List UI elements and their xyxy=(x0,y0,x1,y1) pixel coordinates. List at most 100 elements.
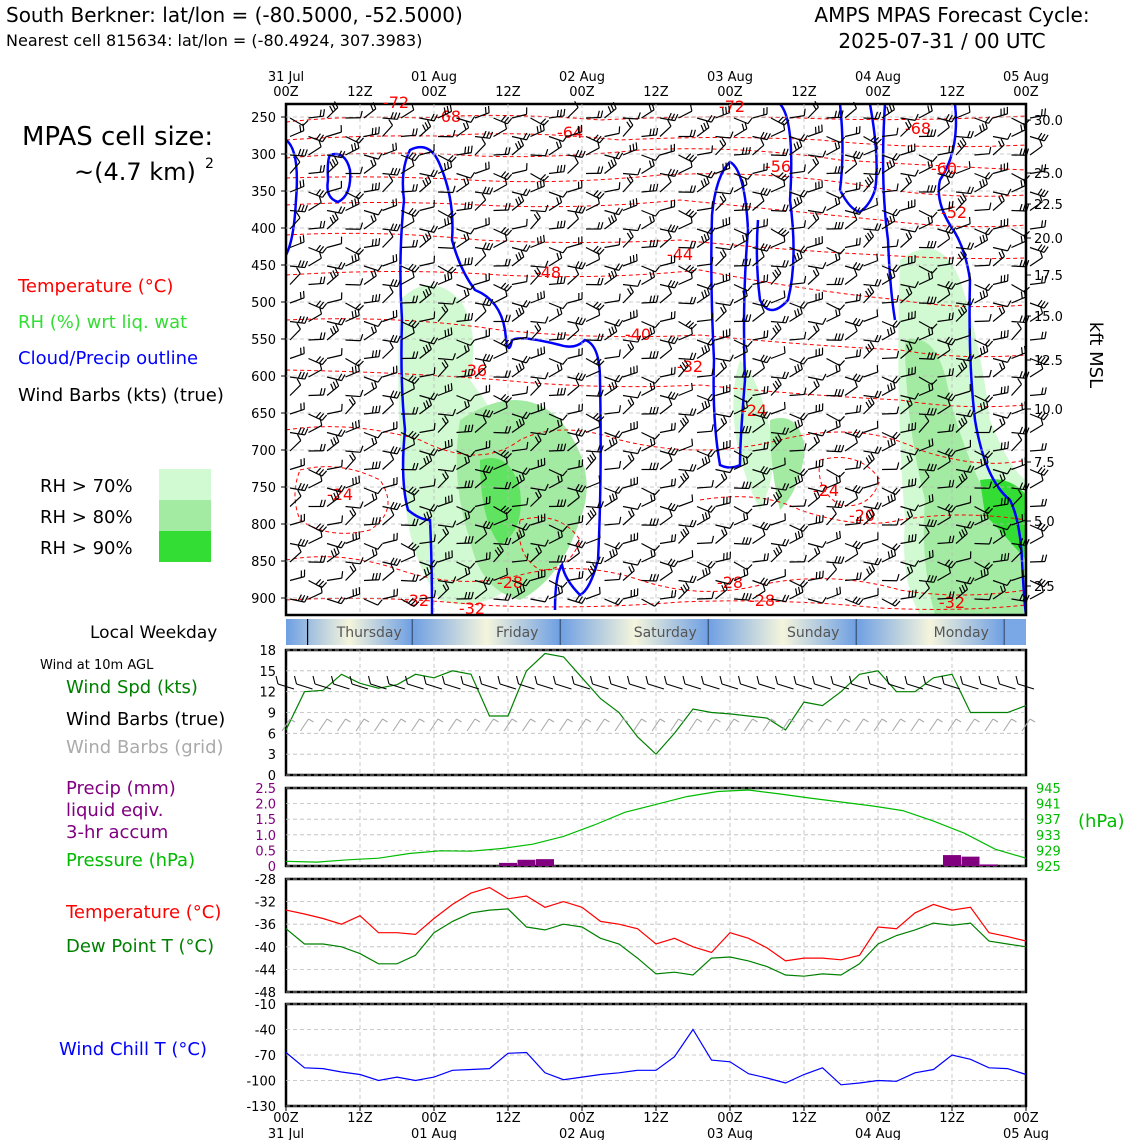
wind-barb-feather xyxy=(581,515,584,523)
wind-barb-feather xyxy=(710,171,716,179)
wind-barb-staff xyxy=(511,423,525,433)
wind-barb xyxy=(604,405,622,415)
wind-barb xyxy=(734,370,752,378)
wind-barb xyxy=(863,563,876,581)
wind-barb-feather xyxy=(355,359,362,365)
wind-barb-feather xyxy=(581,373,586,381)
wind-barb-staff xyxy=(863,483,879,489)
wind-barb-staff xyxy=(992,559,1008,563)
wind-barb-feather xyxy=(812,214,817,222)
wind-barb-feather xyxy=(667,279,673,287)
wind-barb xyxy=(326,236,343,249)
wind-barb-staff xyxy=(844,467,860,471)
wind-barb-staff xyxy=(585,457,597,470)
wind10m-barb-true xyxy=(571,675,591,690)
wind-barb-feather xyxy=(914,169,919,177)
wind-barb-feather xyxy=(742,401,746,409)
wind-barb xyxy=(326,403,343,415)
wind-barb-feather xyxy=(896,294,899,303)
wind-barb-feather xyxy=(618,487,624,494)
wind-barb xyxy=(937,591,955,600)
wind-barb-feather xyxy=(349,510,354,517)
wind-barb-feather xyxy=(525,524,531,531)
wind-barb-staff xyxy=(437,110,452,119)
wind-barb-feather xyxy=(358,360,364,367)
wind-barb-staff xyxy=(863,204,878,212)
wind-barb-feather xyxy=(304,205,308,213)
wind-barb xyxy=(807,317,827,325)
wind-barb xyxy=(437,104,453,119)
wind-barb-feather xyxy=(887,551,891,559)
wind-barb-feather xyxy=(729,577,735,585)
wind-barb-staff xyxy=(900,450,916,456)
wind-barb-feather xyxy=(682,417,687,425)
wind-barb-feather xyxy=(867,288,872,295)
wind-barb-staff xyxy=(437,333,453,341)
wind-barb-staff xyxy=(807,487,823,493)
wind-barb-feather xyxy=(412,437,416,445)
wind-barb-feather xyxy=(589,565,595,573)
wind-barb-feather xyxy=(578,205,583,213)
wind-barb-staff xyxy=(1011,129,1026,138)
wind-barb-staff xyxy=(826,413,840,422)
wind-barb-staff xyxy=(1011,575,1026,582)
wind-barb-feather xyxy=(575,428,580,435)
wind-barb-feather xyxy=(648,160,652,168)
wind10m-barb-true xyxy=(941,675,961,690)
wind-barb-feather xyxy=(597,222,601,230)
wind-barb-staff xyxy=(585,339,602,342)
wind-barb-feather xyxy=(536,126,539,134)
wind10m-barb-feather xyxy=(737,675,742,685)
chill-ytick-label: -100 xyxy=(246,1075,276,1090)
wind-barb-staff xyxy=(326,410,342,415)
wind-barb-staff xyxy=(474,533,488,544)
wind10m-grid-barb-feather xyxy=(363,718,370,723)
wind-barb-feather xyxy=(447,384,450,392)
wind-barb xyxy=(530,316,549,324)
wind-barb xyxy=(622,223,642,232)
wind-barb-feather xyxy=(341,515,344,523)
wind-barb xyxy=(1011,290,1026,304)
wind-barb-feather xyxy=(649,462,653,470)
wind-barb-feather xyxy=(315,523,322,530)
wind-barb xyxy=(382,254,398,267)
wind-barb-feather xyxy=(412,325,415,334)
wind-barb xyxy=(807,514,824,526)
wind-barb xyxy=(807,570,824,582)
wind-barb-staff xyxy=(474,223,490,230)
wind-barb-feather xyxy=(741,537,746,545)
wind-barb-feather xyxy=(504,258,508,266)
wind-barb-staff xyxy=(918,389,934,397)
wind-barb-feather xyxy=(575,595,580,602)
wind-barb xyxy=(844,349,862,360)
wind-barb-feather xyxy=(835,309,838,317)
wind-barb-staff xyxy=(715,589,728,600)
wind-barb xyxy=(400,462,419,471)
wind-barb-staff xyxy=(419,317,435,323)
wind-barb-feather xyxy=(766,133,771,140)
wind10m-barb-true xyxy=(293,675,313,690)
wind-barb-staff xyxy=(511,413,527,420)
wind10m-barb-staff xyxy=(518,683,535,690)
wind-barb-staff xyxy=(807,273,820,285)
wind-barb xyxy=(863,135,882,145)
wind-barb-staff xyxy=(622,260,638,267)
wind-barb xyxy=(1011,234,1026,249)
wind-barb-staff xyxy=(992,367,1006,378)
wind-barb-staff xyxy=(937,263,953,267)
wind-barb-feather xyxy=(331,159,337,166)
wind-barb-staff xyxy=(1029,505,1046,508)
wind-barb-feather xyxy=(505,512,508,520)
wind-barb-feather xyxy=(574,101,579,108)
wind-barb-feather xyxy=(668,286,673,294)
wind-barb xyxy=(363,542,383,550)
wind-barb-feather xyxy=(574,212,580,220)
wind-barb xyxy=(918,154,938,163)
wind-barb xyxy=(456,399,470,415)
wind-barb-feather xyxy=(560,473,563,482)
wind-barb-feather xyxy=(369,104,374,112)
wind-barb-feather xyxy=(839,136,846,143)
wind-barb xyxy=(659,143,676,156)
wind-barb-feather xyxy=(618,405,622,413)
wind-barb-feather xyxy=(741,179,745,187)
